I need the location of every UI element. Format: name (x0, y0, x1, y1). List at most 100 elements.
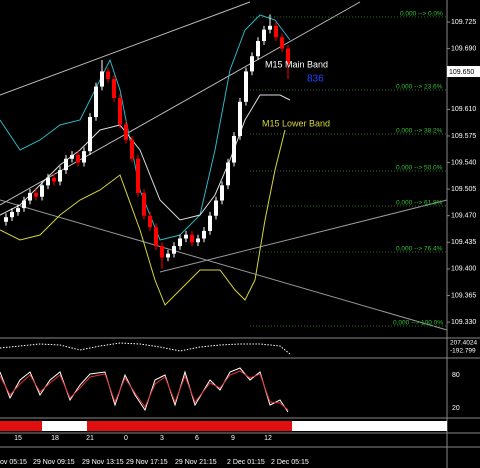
signal-strip (0, 421, 42, 431)
candle-body (46, 177, 50, 186)
candle-body (172, 246, 176, 254)
fib-labels: 0.000 --> 0.0% 0.000 --> 23.6% 0.000 -->… (393, 11, 443, 327)
candle-body (40, 185, 44, 197)
y-tick-label: 109.690 (451, 45, 476, 52)
signal-strip (87, 421, 292, 431)
candle-body (34, 192, 38, 197)
candle-body (244, 71, 248, 102)
trend-line (159, 199, 448, 273)
candle-body (28, 192, 32, 201)
y-tick-label: 109.610 (451, 106, 476, 113)
indicator-label: -192.799 (450, 348, 476, 355)
time-label: 2 Dec 05:15 (271, 459, 309, 466)
candle-body (214, 200, 218, 216)
candle-body (106, 71, 110, 79)
candle-body (136, 158, 140, 193)
time-label: 2 Dec 01:15 (227, 459, 265, 466)
time-labels: ov 05:15 29 Nov 09:15 29 Nov 13:15 29 Nov 1… (0, 459, 309, 466)
stoch-main (0, 367, 289, 413)
candle-body (70, 154, 74, 159)
candle-body (268, 25, 272, 30)
candle-body (148, 215, 152, 228)
candle-body (280, 37, 284, 49)
candle-body (238, 101, 242, 136)
hour-label: 21 (86, 435, 94, 442)
candle-body (142, 192, 146, 216)
candle-body (178, 238, 182, 247)
candle-body (154, 227, 158, 247)
annotation: M15 Lower Band (262, 118, 330, 128)
indicator-label: 80 (452, 372, 460, 379)
candle-body (232, 135, 236, 163)
signal-strip (292, 421, 447, 431)
y-axis: 109.725 109.690 109.610 109.575 109.540 109.5… (447, 19, 476, 326)
time-label: ov 05:15 (0, 459, 27, 466)
hour-label: 0 (124, 435, 128, 442)
candle-body (112, 78, 116, 98)
fib-label: 0.000 --> 0.0% (400, 11, 443, 18)
stoch-signal (0, 370, 289, 411)
cci-dots (0, 342, 291, 355)
candle-body (76, 154, 80, 163)
candle-body (124, 124, 128, 140)
time-label: 29 Nov 09:15 (33, 459, 75, 466)
candle-body (274, 25, 278, 38)
candle-body (64, 158, 68, 171)
candle-body (58, 170, 62, 182)
candle-body (100, 71, 104, 87)
candles (4, 14, 290, 269)
trend-line (0, 1, 251, 96)
hour-labels: 15 18 21 0 3 6 9 12 (14, 435, 272, 442)
candle-body (130, 139, 134, 159)
annotation: 836 (307, 74, 324, 85)
candle-body (184, 234, 188, 239)
time-label: 29 Nov 13:15 (82, 459, 124, 466)
candle-body (16, 208, 20, 212)
fib-label: 0.000 --> 100.0% (393, 320, 443, 327)
candle-body (94, 86, 98, 117)
time-label: 29 Nov 21:15 (175, 459, 217, 466)
y-tick-label: 109.330 (451, 319, 476, 326)
hour-label: 15 (14, 435, 22, 442)
pane-borders (0, 337, 480, 448)
candle-body (256, 41, 260, 57)
hour-label: 18 (51, 435, 59, 442)
hour-label: 9 (231, 435, 235, 442)
fib-label: 0.000 --> 23.6% (396, 84, 443, 91)
candle-body (202, 230, 206, 239)
candle-body (22, 200, 26, 209)
time-label: 29 Nov 17:15 (126, 459, 168, 466)
trend-line (0, 199, 448, 331)
fib-label: 0.000 --> 50.0% (396, 165, 443, 172)
candle-body (166, 253, 170, 258)
y-tick-label: 109.505 (451, 186, 476, 193)
candle-body (160, 246, 164, 258)
candle-body (226, 162, 230, 186)
y-tick-label: 109.365 (451, 292, 476, 299)
fib-label: 0.000 --> 38.2% (396, 128, 443, 135)
y-tick-label: 109.575 (451, 133, 476, 140)
candle-body (196, 238, 200, 243)
candle-body (208, 215, 212, 231)
y-tick-label: 109.470 (451, 213, 476, 220)
candle-body (88, 116, 92, 152)
y-tick-label: 109.725 (451, 19, 476, 26)
hour-label: 3 (160, 435, 164, 442)
candle-body (220, 185, 224, 201)
candle-body (262, 29, 266, 42)
fib-label: 0.000 --> 61.8% (396, 200, 443, 207)
main-band (0, 94, 291, 221)
fib-label: 0.000 --> 76.4% (396, 246, 443, 253)
candle-body (190, 234, 194, 243)
indicator-label: 207.4024 (450, 340, 477, 347)
price-box (447, 66, 480, 77)
price-box-label: 109.650 (449, 69, 474, 76)
candle-body (10, 211, 14, 218)
candle-body (286, 48, 290, 64)
candle-body (250, 56, 254, 72)
y-tick-label: 109.540 (451, 159, 476, 166)
candle-body (82, 151, 86, 163)
lower-band (0, 129, 286, 306)
candle-body (4, 217, 8, 222)
